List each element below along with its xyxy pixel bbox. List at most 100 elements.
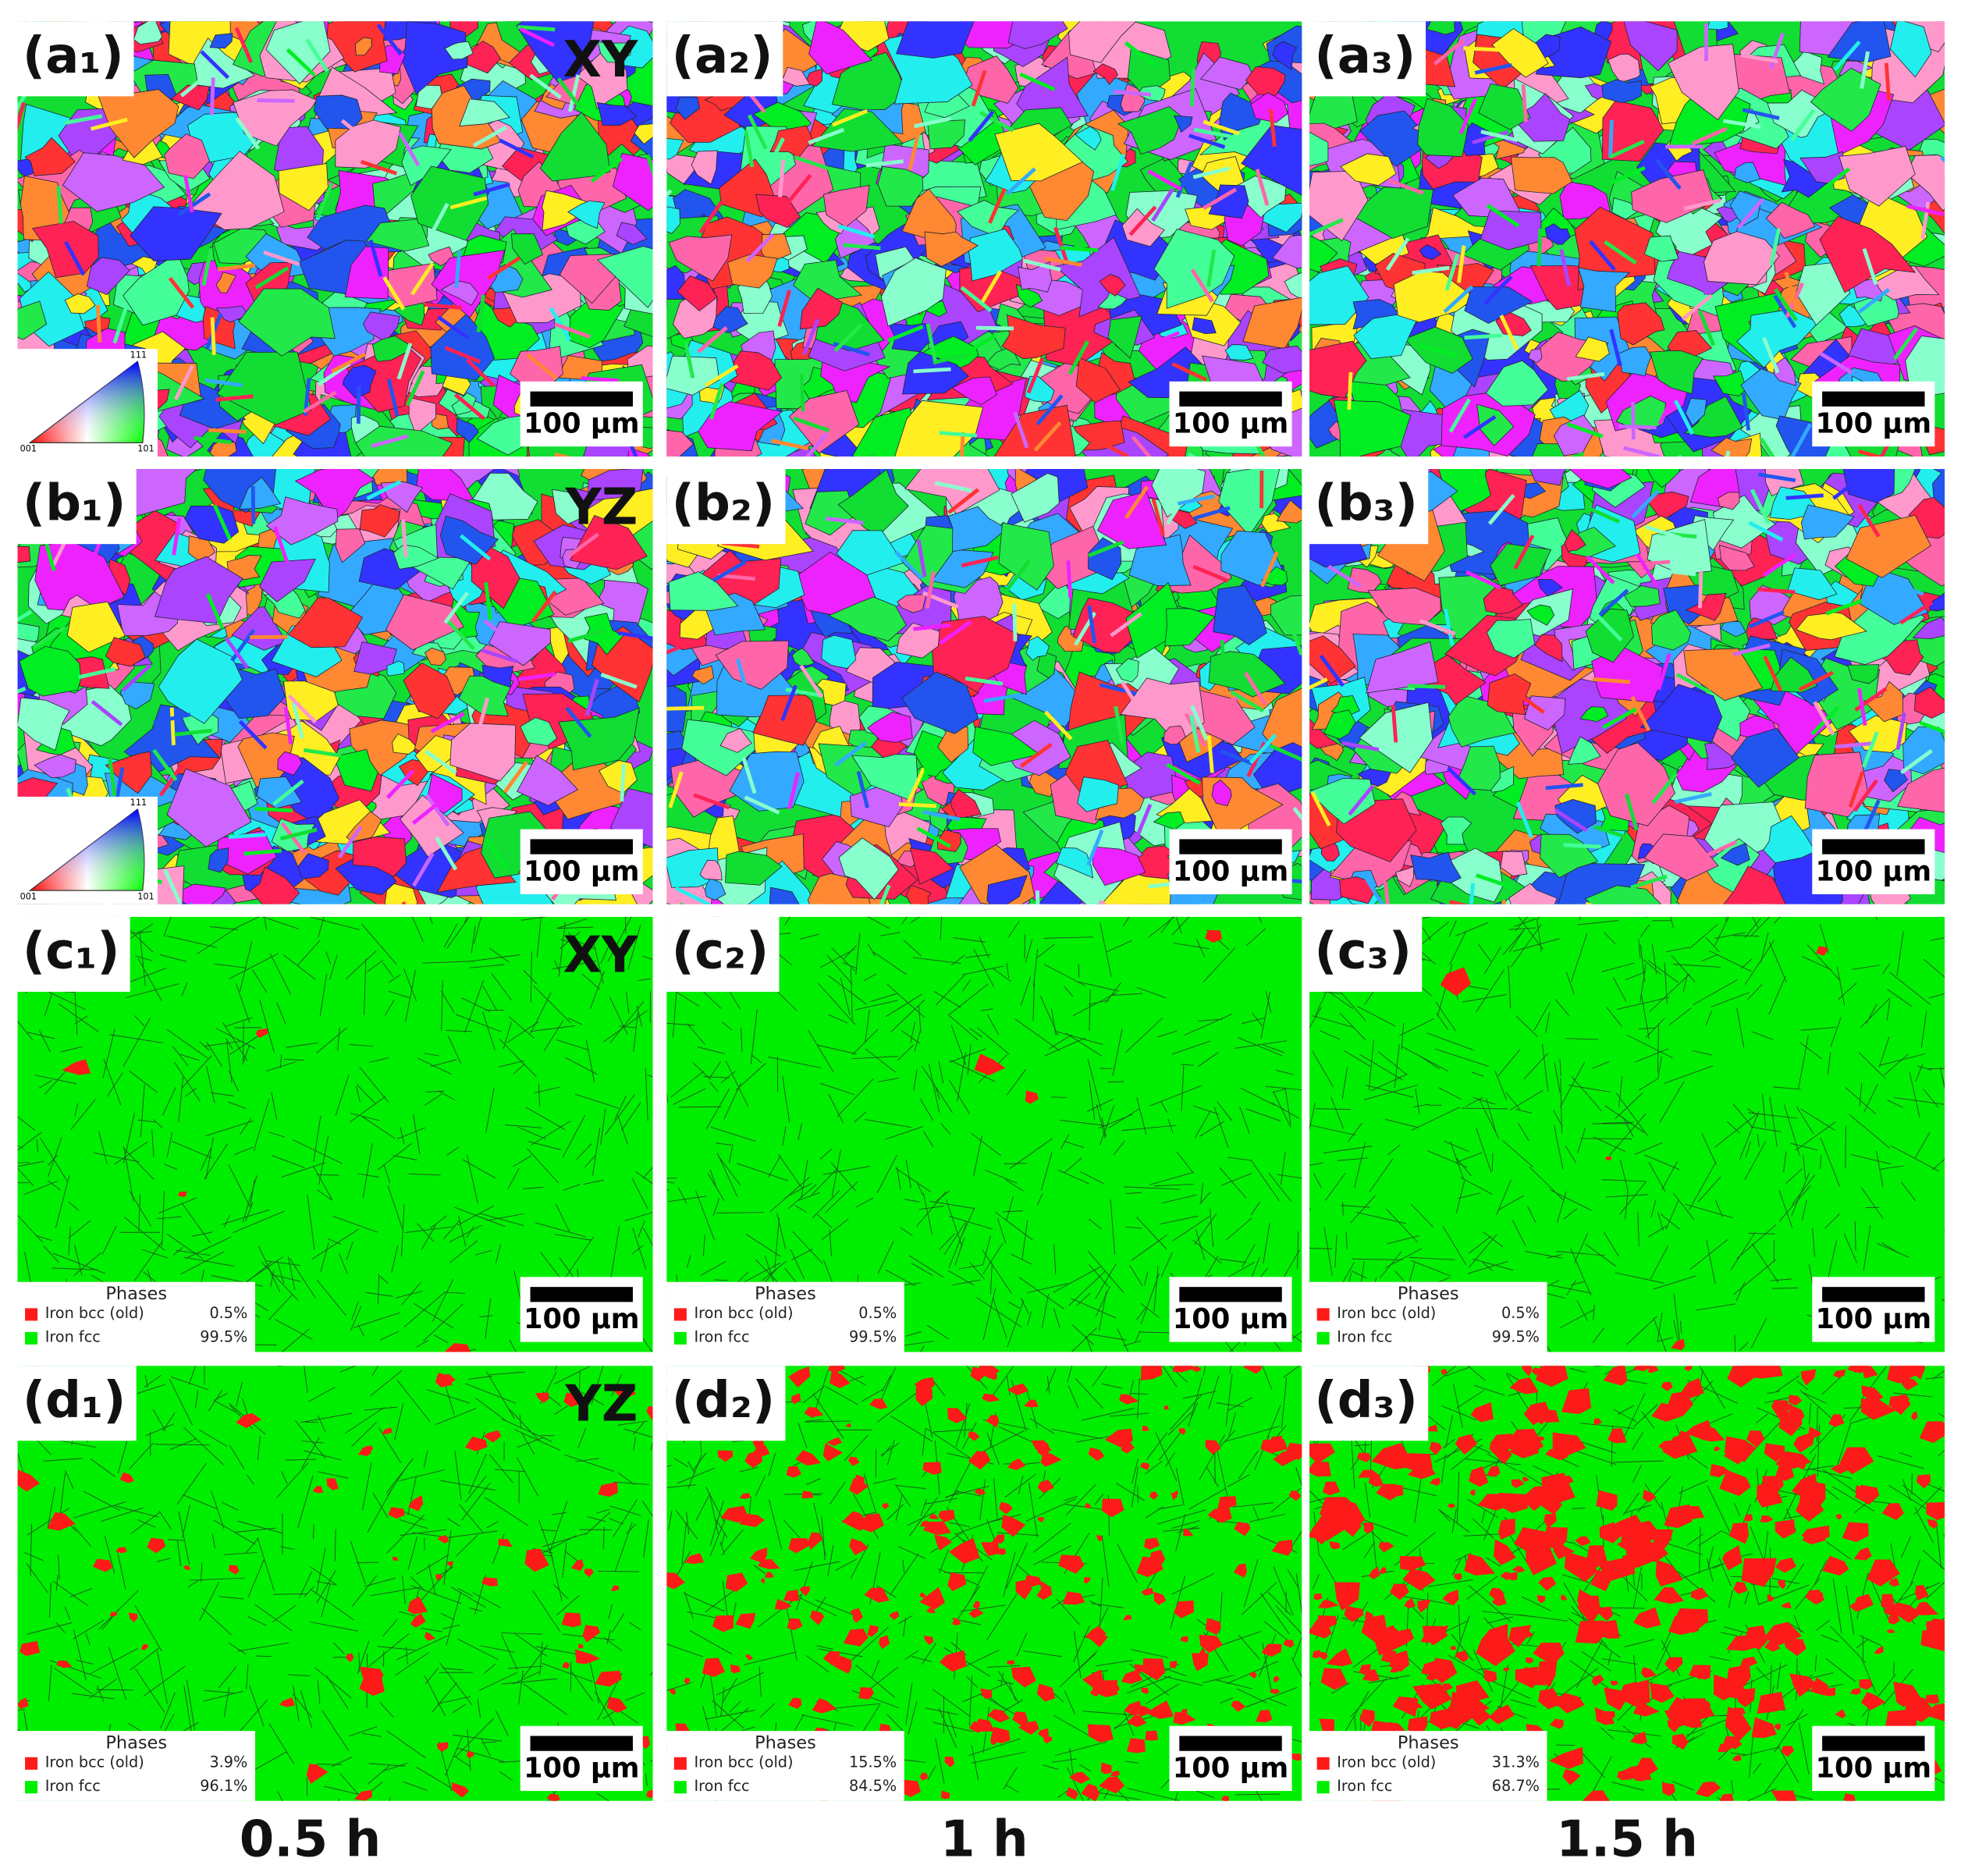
map-shape <box>114 1141 148 1165</box>
map-shape <box>904 469 1000 515</box>
map-shape <box>800 933 820 940</box>
map-shape <box>1199 1192 1211 1205</box>
map-shape <box>1110 154 1125 191</box>
map-shape <box>1007 921 1020 938</box>
map-shape <box>1566 1279 1577 1296</box>
map-shape <box>1291 1331 1302 1339</box>
map-shape <box>1151 498 1165 536</box>
scale-bar: 100 µm <box>1812 1277 1935 1342</box>
map-shape <box>1006 962 1010 979</box>
map-shape <box>896 21 975 59</box>
map-shape <box>1529 1166 1565 1202</box>
map-shape <box>138 1194 141 1232</box>
map-shape <box>1351 1270 1367 1279</box>
map-shape <box>1878 1036 1890 1068</box>
map-shape <box>1085 1335 1092 1352</box>
map-shape <box>155 556 243 624</box>
map-shape <box>1210 1208 1214 1247</box>
map-shape <box>1270 595 1302 636</box>
map-shape <box>1224 344 1254 361</box>
map-shape <box>325 950 332 965</box>
map-shape <box>23 1180 59 1196</box>
map-shape <box>686 1255 691 1268</box>
map-shape <box>1857 688 1867 727</box>
map-shape <box>950 954 965 966</box>
map-shape <box>197 929 234 954</box>
map-shape <box>979 270 1003 305</box>
map-shape <box>365 1292 393 1297</box>
map-shape <box>1487 493 1515 525</box>
map-shape <box>914 1030 921 1052</box>
map-shape <box>769 125 814 158</box>
map-shape <box>1648 1162 1666 1192</box>
map-shape <box>1316 1108 1351 1110</box>
map-shape <box>125 983 179 999</box>
map-shape <box>183 175 194 213</box>
map-shape <box>799 374 805 412</box>
map-shape <box>619 1025 636 1029</box>
map-shape <box>1615 1272 1664 1284</box>
map-shape <box>666 1177 677 1179</box>
map-shape <box>905 1159 911 1188</box>
phase-fraction: 99.5% <box>1491 1328 1540 1346</box>
map-shape <box>1161 1194 1197 1204</box>
map-shape <box>1521 84 1528 123</box>
map-shape <box>464 916 468 924</box>
map-shape <box>961 979 971 992</box>
map-shape <box>736 1063 766 1091</box>
map-shape <box>1395 866 1415 888</box>
map-shape <box>715 640 789 690</box>
map-shape <box>1820 1137 1840 1187</box>
map-shape <box>1640 993 1650 1039</box>
map-shape <box>1442 1225 1467 1266</box>
map-shape <box>600 673 638 689</box>
map-shape <box>1515 1015 1538 1037</box>
map-shape <box>1364 1084 1418 1100</box>
map-shape <box>867 916 890 929</box>
map-shape <box>877 166 924 207</box>
map-shape <box>1695 1303 1736 1311</box>
map-shape <box>233 1146 254 1156</box>
map-shape <box>971 1132 1002 1157</box>
map-shape <box>1500 851 1528 877</box>
map-shape <box>1407 684 1445 689</box>
map-shape <box>633 1013 638 1052</box>
map-shape <box>318 916 325 938</box>
map-shape <box>969 1027 983 1038</box>
map-shape <box>1011 1253 1032 1265</box>
map-shape <box>441 990 455 1014</box>
map-shape <box>567 932 588 957</box>
scale-bar-text: 100 µm <box>1172 409 1289 441</box>
map-shape <box>482 986 498 1011</box>
map-shape <box>1135 1330 1141 1343</box>
map-shape <box>152 1118 163 1128</box>
map-shape <box>1545 1012 1550 1033</box>
phase-name: Iron fcc <box>44 1328 101 1346</box>
map-shape <box>794 1205 807 1213</box>
map-shape <box>939 620 972 645</box>
map-shape <box>1221 1173 1252 1186</box>
map-shape <box>1355 1211 1407 1224</box>
map-shape <box>1262 345 1302 374</box>
map-shape <box>1219 1258 1247 1263</box>
map-shape <box>856 771 870 808</box>
map-shape <box>1043 710 1073 741</box>
map-shape <box>164 133 211 179</box>
map-shape <box>887 325 924 343</box>
map-shape <box>1458 98 1477 134</box>
map-shape <box>855 933 861 975</box>
map-shape <box>837 1078 874 1117</box>
map-shape <box>1778 1190 1793 1228</box>
map-shape <box>1008 1301 1020 1309</box>
map-shape <box>1252 1012 1263 1027</box>
map-shape <box>826 954 853 985</box>
map-shape <box>123 1146 134 1202</box>
map-shape <box>482 1011 496 1050</box>
map-shape <box>217 263 256 272</box>
map-shape <box>1512 688 1545 714</box>
map-shape <box>1736 1224 1777 1260</box>
map-shape <box>250 1179 255 1208</box>
map-shape <box>1440 967 1472 997</box>
map-shape <box>485 1298 492 1339</box>
map-shape <box>1469 883 1476 904</box>
